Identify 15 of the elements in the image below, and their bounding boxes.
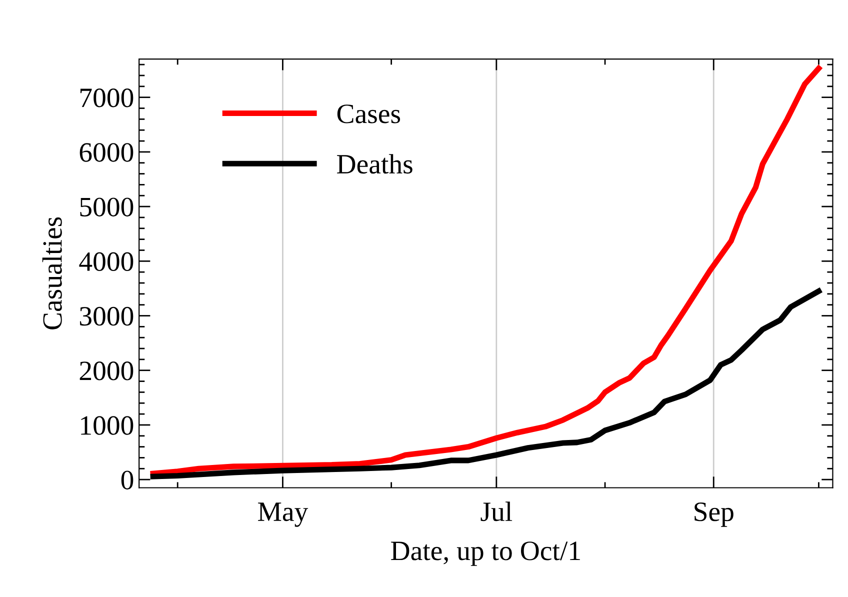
y-tick-label: 1000 [81,416,134,435]
y-tick-label: 6000 [80,143,134,162]
y-tick-label: 2000 [80,362,134,380]
y-tick-label: 3000 [80,306,134,326]
x-tick-label: Jul [480,502,512,522]
y-axis-title: Casualties [42,217,62,330]
legend-label: Cases [337,104,400,124]
y-tick-label: 0 [121,470,134,490]
x-tick-label: Sep [694,502,734,527]
x-axis-title: Date, up to Oct/1 [391,542,580,566]
legend-label: Deaths [337,154,412,174]
y-tick-label: 5000 [80,198,134,216]
y-tick-label: 4000 [79,252,134,272]
y-tick-label: 7000 [80,88,134,108]
x-tick-label: May [258,502,308,527]
